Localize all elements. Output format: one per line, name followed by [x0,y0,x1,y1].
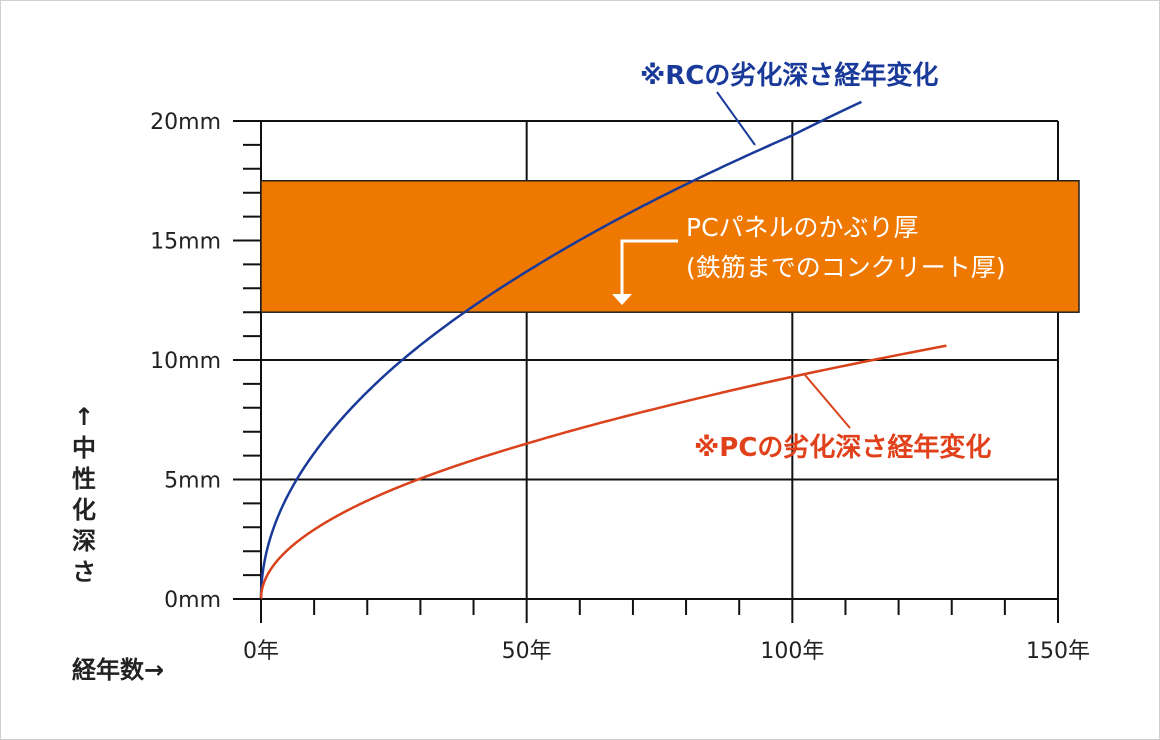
y-tick-label-0: 0mm [164,588,221,613]
y-axis-title: ↑ 中性化深さ [72,403,96,586]
band-label-line-2: (鉄筋までのコンクリート厚) [686,253,1006,282]
y-tick-label-1: 5mm [164,469,221,494]
series-line-0 [259,100,862,600]
y-axis-title-char: さ [72,558,96,586]
series-line-1 [259,344,947,600]
down-arrow-icon [620,239,678,296]
y-axis-title-char: ↑ [74,403,94,431]
x-tick-label-3: 150年 [1026,639,1090,664]
pc-series-label: ※PCの劣化深さ経年変化 [694,432,991,463]
y-axis-title-char: 性 [72,465,96,493]
y-axis-title-char: 深 [72,527,96,555]
y-axis-title-char: 化 [72,496,96,524]
x-axis-title: 経年数→ [72,656,164,684]
cover-thickness-band-layer: PCパネルのかぶり厚 (鉄筋までのコンクリート厚) [260,180,1080,313]
pc-leader-line [804,374,851,429]
series-layer [259,91,947,600]
axis-layer: 0mm 5mm 10mm 15mm 20mm 0年 50年 100年 150年 [150,110,1090,664]
rc-series-label: ※RCの劣化深さ経年変化 [640,60,938,91]
band-label-line-1: PCパネルのかぶり厚 [686,213,919,242]
y-tick-label-3: 15mm [150,230,221,255]
arrow-head-icon [612,294,632,305]
x-tick-label-0: 0年 [243,639,279,664]
y-tick-label-2: 10mm [150,349,221,374]
x-tick-label-1: 50年 [502,639,552,664]
cover-thickness-band [260,180,1080,313]
label-layer: ※RCの劣化深さ経年変化 ※PCの劣化深さ経年変化 経年数→ ↑ 中性化深さ [72,60,991,684]
x-tick-label-2: 100年 [760,639,824,664]
y-axis-title-char: 中 [72,434,96,462]
rc-leader-line [716,91,756,146]
y-tick-label-4: 20mm [150,110,221,135]
